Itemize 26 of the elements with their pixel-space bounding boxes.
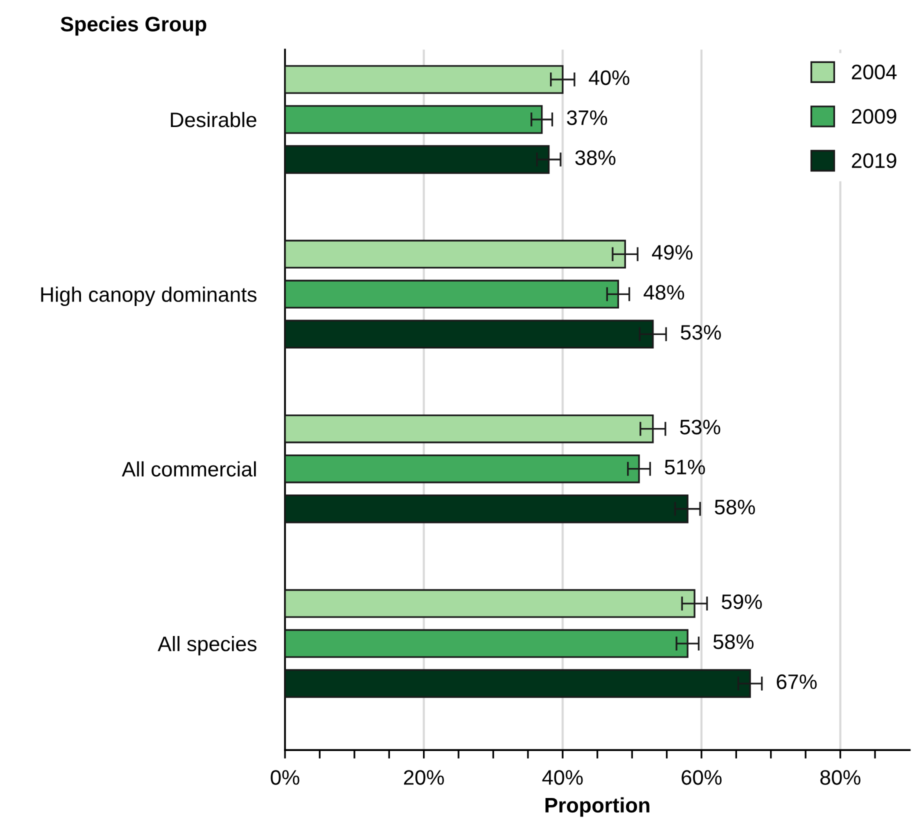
x-tick-label: 0% (270, 770, 300, 785)
text: 48% (644, 285, 684, 300)
legend-label: 2009 (852, 108, 896, 124)
text: 40% (588, 70, 630, 86)
text: 53% (680, 420, 720, 434)
legend-label: 2004 (852, 64, 897, 80)
text: 58% (713, 634, 754, 650)
text: 51% (664, 460, 705, 474)
text: 58% (714, 500, 755, 514)
y-tick-label: Desirable (170, 112, 256, 128)
text: 38% (575, 150, 616, 166)
text: 49% (652, 245, 692, 260)
x-tick-label: 80% (820, 770, 860, 785)
text: 37% (566, 110, 608, 126)
y-tick-label: All species (158, 636, 256, 656)
text: 67% (776, 674, 817, 690)
text: 53% (680, 325, 721, 340)
x-tick-label: 60% (682, 770, 722, 785)
y-tick-label: All commercial (122, 461, 256, 477)
x-tick-label: 40% (542, 770, 583, 785)
x-tick-label: 20% (404, 770, 444, 785)
y-tick-label: High canopy dominants (41, 286, 256, 306)
text: 59% (722, 594, 762, 610)
legend-label: 2019 (852, 153, 896, 168)
y-axis-title: Species Group (60, 16, 206, 36)
x-axis-title: Proportion (546, 797, 650, 817)
